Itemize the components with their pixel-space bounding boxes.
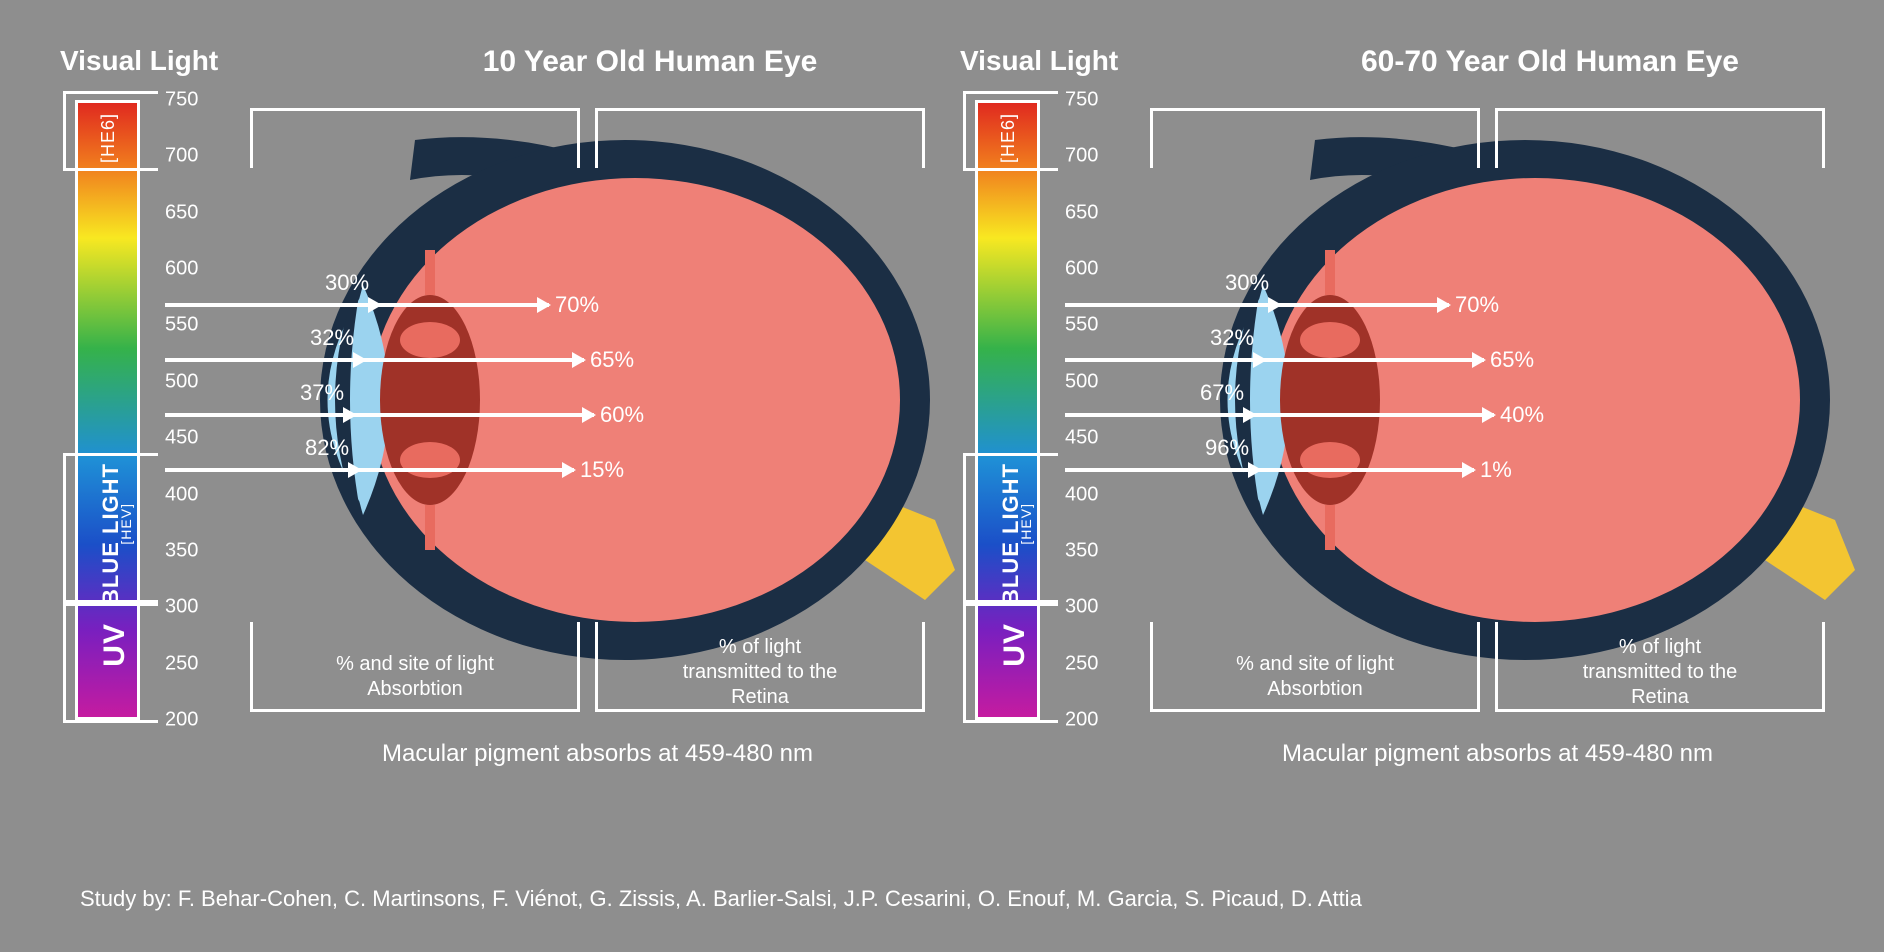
eye-area: % and site of lightAbsorbtion % of lightt… — [1135, 100, 1860, 720]
eye-area: % and site of lightAbsorbtion % of lightt… — [235, 100, 960, 720]
eye-age-title: 10 Year Old Human Eye — [340, 45, 960, 79]
spectrum-label-he6: [HE6] — [98, 113, 119, 163]
spectrum-tick: 400 — [1065, 483, 1098, 506]
light-row: 30%70% — [1065, 290, 1860, 320]
transmit-pct: 40% — [1500, 402, 1544, 428]
transmit-pct: 70% — [1455, 292, 1499, 318]
spectrum-bar: [HE6]BLUE LIGHT[HEV]UV — [75, 100, 140, 720]
transmit-pct: 65% — [1490, 347, 1534, 373]
light-row: 30%70% — [165, 290, 960, 320]
arrow-to-retina — [1264, 358, 1484, 362]
arrow-to-lens — [165, 358, 365, 362]
arrow-to-lens — [1065, 413, 1255, 417]
spectrum-tick: 250 — [1065, 652, 1098, 675]
light-row: 96%1% — [1065, 455, 1860, 485]
spectrum-tick: 200 — [165, 709, 198, 732]
spectrum-tick: 650 — [1065, 201, 1098, 224]
absorb-pct: 30% — [1225, 270, 1269, 296]
spectrum-tick: 650 — [165, 201, 198, 224]
absorb-pct: 67% — [1200, 380, 1244, 406]
macular-note: Macular pigment absorbs at 459-480 nm — [235, 740, 960, 768]
spectrum-tick: 350 — [1065, 539, 1098, 562]
spectrum-bar: [HE6]BLUE LIGHT[HEV]UV — [975, 100, 1040, 720]
arrow-to-retina — [359, 468, 574, 472]
spectrum-tick: 250 — [165, 652, 198, 675]
light-row: 32%65% — [1065, 345, 1860, 375]
spectrum-tick: 700 — [165, 145, 198, 168]
absorb-pct: 96% — [1205, 435, 1249, 461]
visual-light-title: Visual Light — [960, 45, 1118, 77]
light-row: 82%15% — [165, 455, 960, 485]
light-row: 67%40% — [1065, 400, 1860, 430]
absorb-label: % and site of lightAbsorbtion — [1150, 652, 1480, 702]
arrow-to-lens — [165, 303, 380, 307]
spectrum-tick: 750 — [1065, 89, 1098, 112]
transmit-pct: 60% — [600, 402, 644, 428]
light-row: 37%60% — [165, 400, 960, 430]
arrow-to-lens — [1065, 303, 1280, 307]
spectrum-label-he6: [HE6] — [998, 113, 1019, 163]
study-credit: Study by: F. Behar-Cohen, C. Martinsons,… — [80, 886, 1362, 912]
absorb-pct: 32% — [310, 325, 354, 351]
arrow-to-lens — [165, 468, 360, 472]
spectrum-tick: 450 — [1065, 427, 1098, 450]
transmit-label: % of lighttransmitted to theRetina — [1495, 635, 1825, 710]
visual-light-title: Visual Light — [60, 45, 218, 77]
arrow-to-retina — [364, 358, 584, 362]
spectrum-tick: 400 — [165, 483, 198, 506]
arrow-to-retina — [379, 303, 549, 307]
arrow-to-lens — [1065, 358, 1265, 362]
spectrum-tick: 300 — [1065, 596, 1098, 619]
spectrum-label-uv: UV — [998, 623, 1032, 667]
spectrum-tick: 600 — [1065, 258, 1098, 281]
absorb-label: % and site of lightAbsorbtion — [250, 652, 580, 702]
arrow-to-lens — [165, 413, 355, 417]
transmit-label: % of lighttransmitted to theRetina — [595, 635, 925, 710]
light-row: 32%65% — [165, 345, 960, 375]
arrow-to-lens — [1065, 468, 1260, 472]
spectrum-tick: 350 — [165, 539, 198, 562]
spectrum-tick: 700 — [1065, 145, 1098, 168]
spectrum-tick: 600 — [165, 258, 198, 281]
absorb-pct: 37% — [300, 380, 344, 406]
spectrum-tick: 300 — [165, 596, 198, 619]
arrow-to-retina — [354, 413, 594, 417]
spectrum-label-hev: [HEV] — [1018, 503, 1034, 545]
transmit-pct: 65% — [590, 347, 634, 373]
transmit-pct: 70% — [555, 292, 599, 318]
panel-young-eye: Visual Light10 Year Old Human Eye[HE6]BL… — [60, 45, 960, 805]
absorb-pct: 32% — [1210, 325, 1254, 351]
spectrum-tick: 200 — [1065, 709, 1098, 732]
panel-old-eye: Visual Light 60-70 Year Old Human Eye [HE6… — [960, 45, 1860, 805]
absorb-pct: 30% — [325, 270, 369, 296]
eye-age-title: 60-70 Year Old Human Eye — [1240, 45, 1860, 79]
arrow-to-retina — [1254, 413, 1494, 417]
spectrum-tick: 450 — [165, 427, 198, 450]
spectrum-tick: 750 — [165, 89, 198, 112]
transmit-pct: 15% — [580, 457, 624, 483]
absorb-pct: 82% — [305, 435, 349, 461]
macular-note: Macular pigment absorbs at 459-480 nm — [1135, 740, 1860, 768]
spectrum-label-hev: [HEV] — [118, 503, 134, 545]
spectrum-label-uv: UV — [98, 623, 132, 667]
transmit-pct: 1% — [1480, 457, 1512, 483]
arrow-to-retina — [1279, 303, 1449, 307]
arrow-to-retina — [1259, 468, 1474, 472]
